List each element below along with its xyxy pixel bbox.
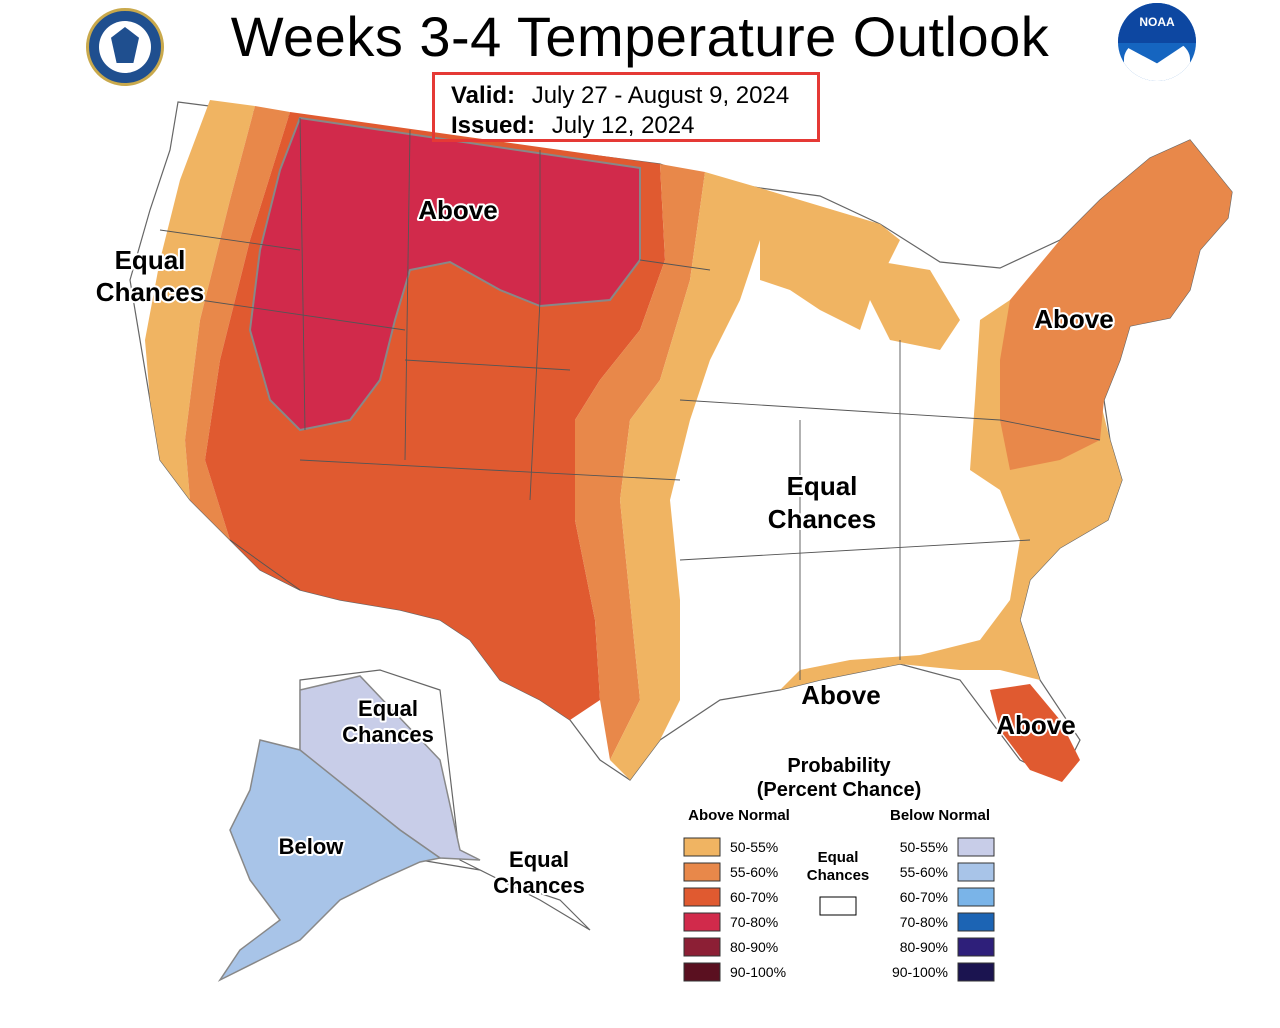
- label-rockies-above: Above: [418, 195, 497, 225]
- legend-below-swatch-1: [957, 862, 995, 882]
- legend-above-label-3: 70-80%: [730, 914, 778, 930]
- legend-above-swatch-4: [683, 937, 721, 957]
- michigan-above-50: [870, 260, 960, 350]
- label-northeast-above: Above: [1034, 304, 1113, 334]
- page-title: Weeks 3-4 Temperature Outlook: [230, 5, 1050, 68]
- legend-above-swatch-0: [683, 837, 721, 857]
- legend-ec-l1: Equal: [818, 849, 859, 866]
- legend-ec-l2: Chances: [807, 867, 870, 884]
- rockies-above-70: [248, 116, 641, 432]
- west-above-55: [185, 106, 290, 540]
- department-of-commerce-seal-icon: [86, 8, 164, 86]
- label-gulf-above: Above: [801, 680, 880, 710]
- legend-above-label-5: 90-100%: [730, 964, 786, 980]
- noaa-logo-icon: NOAA: [1118, 3, 1196, 81]
- logo-sky: [1118, 3, 1196, 43]
- legend-below-swatch-0: [957, 837, 995, 857]
- legend-below-label-0: 50-55%: [900, 839, 948, 855]
- legend-below-swatch-3: [957, 912, 995, 932]
- legend-above-label-0: 50-55%: [730, 839, 778, 855]
- logo-text: NOAA: [1139, 15, 1175, 29]
- legend-above-label-4: 80-90%: [730, 939, 778, 955]
- label-alaska-below: Below: [279, 834, 345, 859]
- validity-box: Valid: July 27 - August 9, 2024 Issued: …: [432, 72, 820, 142]
- legend-above-header: Above Normal: [688, 807, 790, 824]
- legend-below-label-1: 55-60%: [900, 864, 948, 880]
- plains-above-50: [610, 172, 760, 780]
- issued-row: Issued: July 12, 2024: [451, 111, 801, 141]
- label-alaska-north-l2: Chances: [342, 722, 434, 747]
- issued-label: Issued:: [451, 112, 542, 139]
- legend-below-label-5: 90-100%: [892, 964, 948, 980]
- valid-row: Valid: July 27 - August 9, 2024: [451, 81, 801, 111]
- legend-above-swatch-3: [683, 912, 721, 932]
- legend-below-swatch-5: [957, 962, 995, 982]
- label-alaska-north-l1: Equal: [358, 696, 418, 721]
- legend-below-swatches: 50-55% 55-60% 60-70% 70-80% 80-90% 90-100%: [892, 837, 995, 982]
- legend-below-label-2: 60-70%: [900, 889, 948, 905]
- northeast-above-55: [1000, 140, 1232, 470]
- legend-ec-swatch: [819, 896, 857, 916]
- legend-above-label-2: 60-70%: [730, 889, 778, 905]
- florida-above-60: [990, 684, 1080, 782]
- label-florida-above: Above: [996, 710, 1075, 740]
- legend-above-swatches: 50-55% 55-60% 60-70% 70-80% 80-90% 90-100%: [683, 837, 786, 982]
- label-alaska-south-l1: Equal: [509, 847, 569, 872]
- legend-above-swatch-5: [683, 962, 721, 982]
- valid-dates: July 27 - August 9, 2024: [531, 82, 790, 109]
- plains-above-55: [575, 164, 705, 760]
- label-central-equal-l2: Chances: [768, 504, 876, 534]
- legend-above-label-1: 55-60%: [730, 864, 778, 880]
- alaska-below-55: [217, 739, 442, 982]
- legend-above-swatch-1: [683, 862, 721, 882]
- legend-above-swatch-2: [683, 887, 721, 907]
- valid-label: Valid:: [451, 82, 522, 109]
- legend-title-l1: Probability: [787, 755, 891, 777]
- legend-below-swatch-4: [957, 937, 995, 957]
- legend-below-header: Below Normal: [890, 807, 990, 824]
- legend-below-label-3: 70-80%: [900, 914, 948, 930]
- great-lakes-above-50: [760, 188, 900, 330]
- legend-below-swatch-2: [957, 887, 995, 907]
- legend: Probability (Percent Chance) Above Norma…: [683, 755, 995, 982]
- legend-title-l2: (Percent Chance): [757, 779, 922, 801]
- label-west-equal-l2: Chances: [96, 277, 204, 307]
- label-alaska-south-l2: Chances: [493, 873, 585, 898]
- label-west-equal-l1: Equal: [115, 245, 186, 275]
- state-boundaries: [159, 117, 1101, 680]
- issued-date: July 12, 2024: [551, 112, 695, 139]
- label-central-equal-l1: Equal: [787, 471, 858, 501]
- legend-below-label-4: 80-90%: [900, 939, 948, 955]
